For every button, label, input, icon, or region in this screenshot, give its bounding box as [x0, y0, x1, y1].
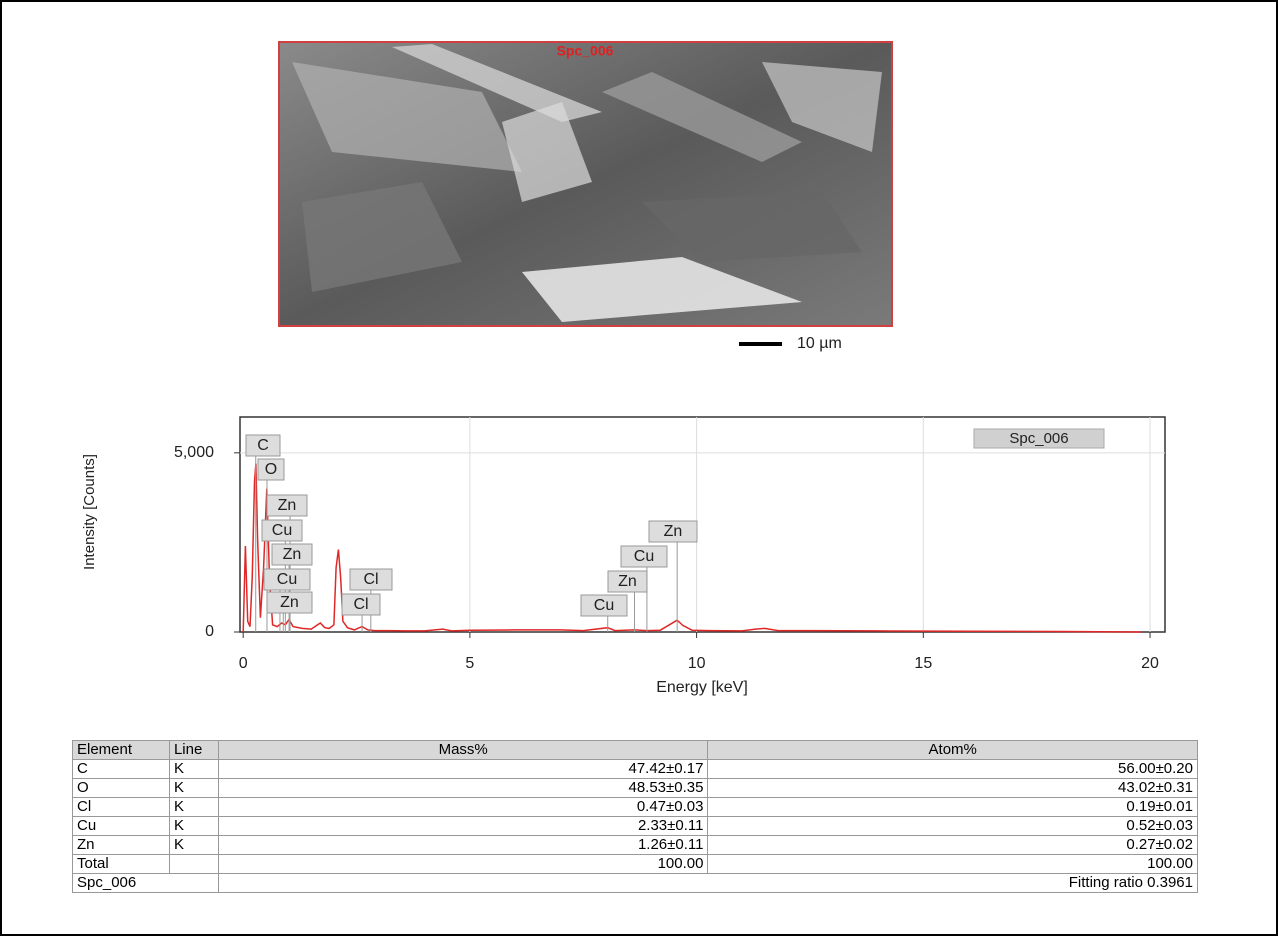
- peak-label: Cl: [363, 571, 378, 588]
- x-tick-label: 0: [239, 655, 248, 672]
- peak-label: Zn: [280, 594, 299, 611]
- peak-label: Cu: [277, 571, 297, 588]
- table-cell: [169, 855, 218, 874]
- table-cell: 100.00: [708, 855, 1198, 874]
- table-cell: 2.33±0.11: [218, 817, 708, 836]
- scale-bar-label: 10 µm: [797, 335, 842, 352]
- table-cell: K: [169, 798, 218, 817]
- peak-label: Cl: [353, 596, 368, 613]
- image-label: Spc_006: [557, 43, 614, 59]
- peak-label: Zn: [278, 497, 297, 514]
- table-cell: 0.19±0.01: [708, 798, 1198, 817]
- page: Spc_006 10 µm Intensity [Counts] Energy …: [0, 0, 1278, 936]
- table-cell: Line: [169, 741, 218, 760]
- table-cell: 0.52±0.03: [708, 817, 1198, 836]
- peak-label: Cu: [272, 522, 292, 539]
- table-cell: Fitting ratio 0.3961: [218, 874, 1197, 893]
- table-cell: C: [73, 760, 170, 779]
- table-cell: K: [169, 760, 218, 779]
- table-cell: 47.42±0.17: [218, 760, 708, 779]
- y-tick-label: 5,000: [174, 444, 214, 461]
- table-cell: K: [169, 817, 218, 836]
- table-cell: K: [169, 836, 218, 855]
- table-cell: 0.27±0.02: [708, 836, 1198, 855]
- table-cell: Mass%: [218, 741, 708, 760]
- x-tick-label: 15: [914, 655, 932, 672]
- table-cell: Zn: [73, 836, 170, 855]
- x-tick-label: 20: [1141, 655, 1159, 672]
- peak-label: O: [265, 461, 277, 478]
- sem-image: Spc_006: [279, 42, 892, 326]
- table-cell: 48.53±0.35: [218, 779, 708, 798]
- table-cell: 1.26±0.11: [218, 836, 708, 855]
- table-cell: Spc_006: [73, 874, 219, 893]
- table-cell: Cu: [73, 817, 170, 836]
- table-cell: O: [73, 779, 170, 798]
- peak-label: Cu: [594, 597, 614, 614]
- table-cell: 56.00±0.20: [708, 760, 1198, 779]
- peak-label: Zn: [664, 523, 683, 540]
- table-cell: 43.02±0.31: [708, 779, 1198, 798]
- x-axis-label: Energy [keV]: [656, 679, 748, 696]
- x-tick-label: 5: [465, 655, 474, 672]
- table-cell: K: [169, 779, 218, 798]
- peak-label: C: [257, 437, 269, 454]
- legend-label: Spc_006: [1009, 430, 1068, 447]
- table-cell: 100.00: [218, 855, 708, 874]
- x-tick-label: 10: [688, 655, 706, 672]
- peak-label: Zn: [618, 573, 637, 590]
- table-cell: Cl: [73, 798, 170, 817]
- table-cell: Atom%: [708, 741, 1198, 760]
- y-axis-label: Intensity [Counts]: [81, 454, 98, 570]
- table-cell: Total: [73, 855, 170, 874]
- peak-label: Zn: [283, 546, 302, 563]
- table-cell: 0.47±0.03: [218, 798, 708, 817]
- peak-label: Cu: [634, 548, 654, 565]
- y-tick-label: 0: [205, 623, 214, 640]
- table-cell: Element: [73, 741, 170, 760]
